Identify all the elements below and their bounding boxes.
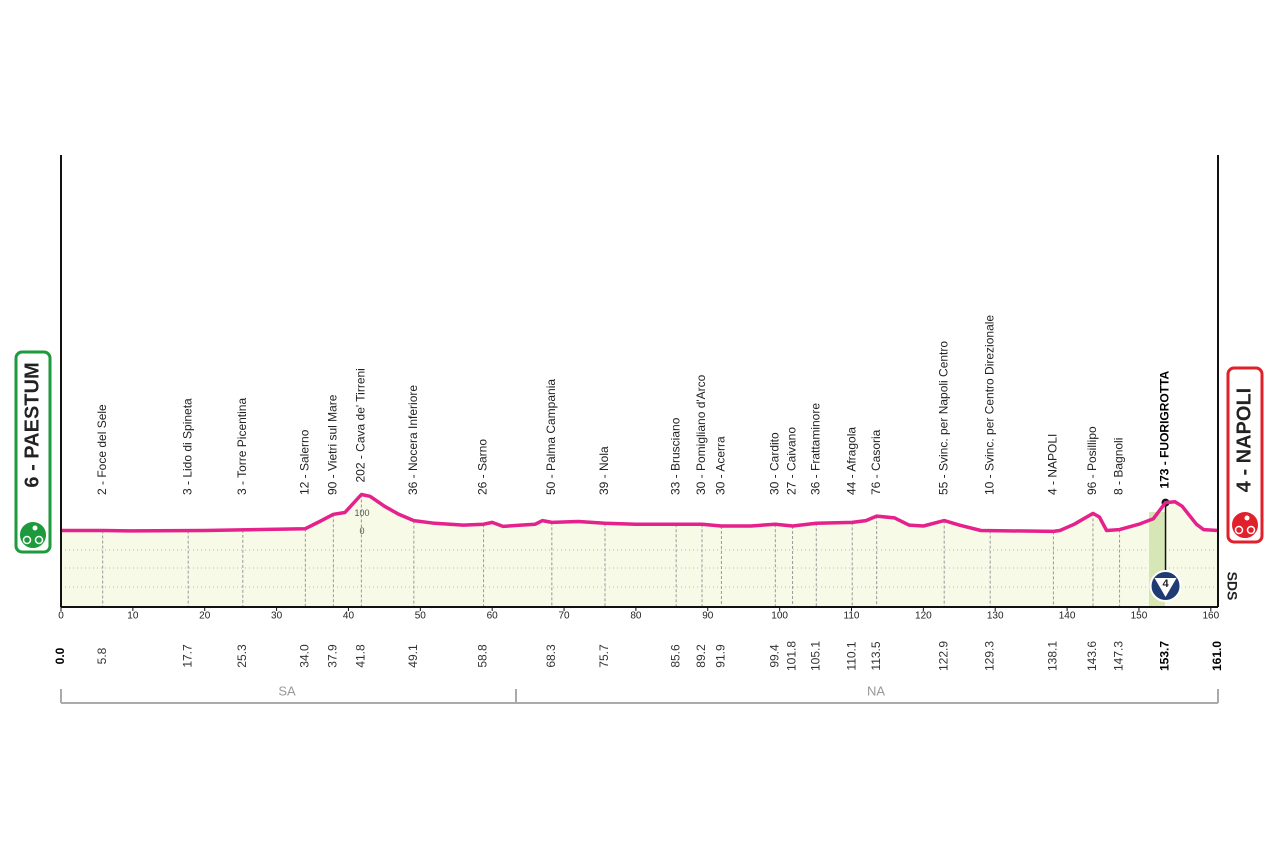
finish-label: 4 - NAPOLI bbox=[1233, 388, 1255, 492]
waypoint-name: 50 - Palma Campania bbox=[544, 379, 558, 495]
finish-icon bbox=[1230, 510, 1260, 540]
waypoint-name: 3 - Lido di Spineta bbox=[180, 398, 194, 495]
waypoint-km: 37.9 bbox=[326, 644, 340, 668]
icon-wheel bbox=[34, 535, 44, 545]
waypoint-km: 147.3 bbox=[1112, 641, 1126, 671]
waypoint-km: 101.8 bbox=[785, 641, 799, 671]
waypoint-km: 89.2 bbox=[694, 644, 708, 668]
waypoint-name: 76 - Casoria bbox=[869, 429, 883, 495]
waypoint-km: 143.6 bbox=[1085, 641, 1099, 671]
x-tick-label: 40 bbox=[343, 611, 355, 622]
waypoint-km: 110.1 bbox=[844, 641, 858, 670]
x-tick-label: 20 bbox=[199, 611, 211, 622]
x-tick-label: 50 bbox=[415, 611, 427, 622]
x-tick-label: 70 bbox=[558, 611, 570, 622]
waypoint-name: 27 - Caivano bbox=[785, 427, 799, 495]
plot-area: 2 - Foce del Sele 3 - Lido di Spineta 3 - … bbox=[61, 315, 1219, 607]
x-tick-label: 0 bbox=[58, 611, 64, 622]
waypoint-km: 161.0 bbox=[1210, 641, 1224, 671]
finish-marker-triangle bbox=[1154, 578, 1177, 597]
y-tick-label: 0 bbox=[359, 526, 364, 536]
x-tick-label: 60 bbox=[487, 611, 499, 622]
start-badge: 6 - PAESTUM bbox=[14, 350, 52, 554]
waypoint-name: 30 - Cardito bbox=[767, 432, 781, 495]
regions: SA NA bbox=[60, 683, 1219, 704]
waypoint-name: 39 - Nola bbox=[597, 446, 611, 495]
waypoint-km: 153.7 bbox=[1158, 641, 1172, 671]
waypoint-km: 68.3 bbox=[544, 644, 558, 668]
x-tick-label: 90 bbox=[702, 611, 714, 622]
waypoint-km: 41.8 bbox=[354, 644, 368, 668]
y-tick-label: 100 bbox=[354, 508, 369, 518]
start-icon bbox=[18, 520, 48, 550]
icon-wheel bbox=[22, 535, 32, 545]
waypoint-km: 99.4 bbox=[767, 644, 781, 668]
waypoint-km: 5.8 bbox=[95, 647, 109, 664]
x-tick-label: 140 bbox=[1059, 611, 1076, 622]
start-label: 6 - PAESTUM bbox=[21, 362, 43, 487]
waypoint-name: 8 - Bagnoli bbox=[1112, 438, 1126, 495]
waypoint-km: 34.0 bbox=[298, 644, 312, 668]
waypoint-km: 138.1 bbox=[1046, 641, 1060, 671]
x-tick-label: 130 bbox=[987, 611, 1004, 622]
waypoint-name: 90 - Vietri sul Mare bbox=[326, 394, 340, 495]
waypoint-name: 44 - Afragola bbox=[844, 427, 858, 495]
x-tick-label: 30 bbox=[271, 611, 283, 622]
icon-wheel bbox=[1234, 525, 1244, 535]
waypoint-name: 3 - Torre Picentina bbox=[235, 398, 249, 495]
waypoint-km: 85.6 bbox=[668, 644, 682, 668]
waypoint-km: 17.7 bbox=[180, 644, 194, 668]
x-tick-label: 100 bbox=[771, 611, 788, 622]
waypoint-km: 122.9 bbox=[936, 641, 950, 671]
start-frame bbox=[14, 350, 52, 554]
icon-wheel bbox=[1246, 525, 1256, 535]
waypoint-km: 49.1 bbox=[406, 644, 420, 668]
waypoint-name: 173 - FUORIGROTTA bbox=[1158, 370, 1172, 488]
waypoint-km: 75.7 bbox=[597, 644, 611, 668]
waypoint-name: 96 - Posillipo bbox=[1085, 426, 1099, 495]
profile-area bbox=[61, 494, 1218, 607]
waypoint-name: 30 - Acerra bbox=[714, 436, 728, 495]
waypoint-name: 26 - Sarno bbox=[476, 439, 490, 495]
x-tick-label: 160 bbox=[1202, 611, 1219, 622]
finish-frame bbox=[1226, 366, 1264, 544]
icon-head bbox=[32, 525, 38, 531]
waypoint-name: 10 - Svinc. per Centro Direzionale bbox=[982, 315, 996, 495]
x-tick-label: 110 bbox=[844, 611, 860, 622]
brand: SDS bbox=[1224, 572, 1240, 601]
waypoint-name: 36 - Nocera Inferiore bbox=[406, 385, 420, 495]
region-label: NA bbox=[867, 683, 885, 698]
waypoint-name: 36 - Frattaminore bbox=[808, 403, 822, 495]
waypoint-name: 30 - Pomigliano d'Arco bbox=[694, 374, 708, 495]
region-label: SA bbox=[278, 683, 296, 698]
waypoint-km: 91.9 bbox=[714, 644, 728, 668]
icon-head bbox=[1244, 515, 1250, 521]
waypoint-name: 55 - Svinc. per Napoli Centro bbox=[936, 341, 950, 495]
x-tick-label: 150 bbox=[1131, 611, 1148, 622]
waypoint-name: 202 - Cava de' Tirreni bbox=[354, 368, 368, 482]
profile-line bbox=[61, 492, 1219, 534]
waypoint-name: 33 - Brusciano bbox=[668, 417, 682, 495]
waypoint-km: 58.8 bbox=[476, 644, 490, 668]
finish-badge: 4 - NAPOLI bbox=[1226, 366, 1264, 544]
waypoint-name: 4 - NAPOLI bbox=[1046, 434, 1060, 495]
x-tick-label: 120 bbox=[915, 611, 932, 622]
waypoint-name: 12 - Salerno bbox=[298, 429, 312, 495]
x-tick-label: 10 bbox=[127, 611, 139, 622]
waypoint-km: 105.1 bbox=[808, 641, 822, 671]
waypoint-km: 129.3 bbox=[982, 641, 996, 671]
waypoint-km: 25.3 bbox=[235, 644, 249, 668]
waypoint-name: 2 - Foce del Sele bbox=[95, 404, 109, 495]
waypoint-km: 0.0 bbox=[53, 647, 67, 664]
waypoint-km: 113.5 bbox=[869, 641, 883, 670]
x-tick-label: 80 bbox=[630, 611, 642, 622]
finish-marker-label: 4 bbox=[1162, 578, 1169, 590]
